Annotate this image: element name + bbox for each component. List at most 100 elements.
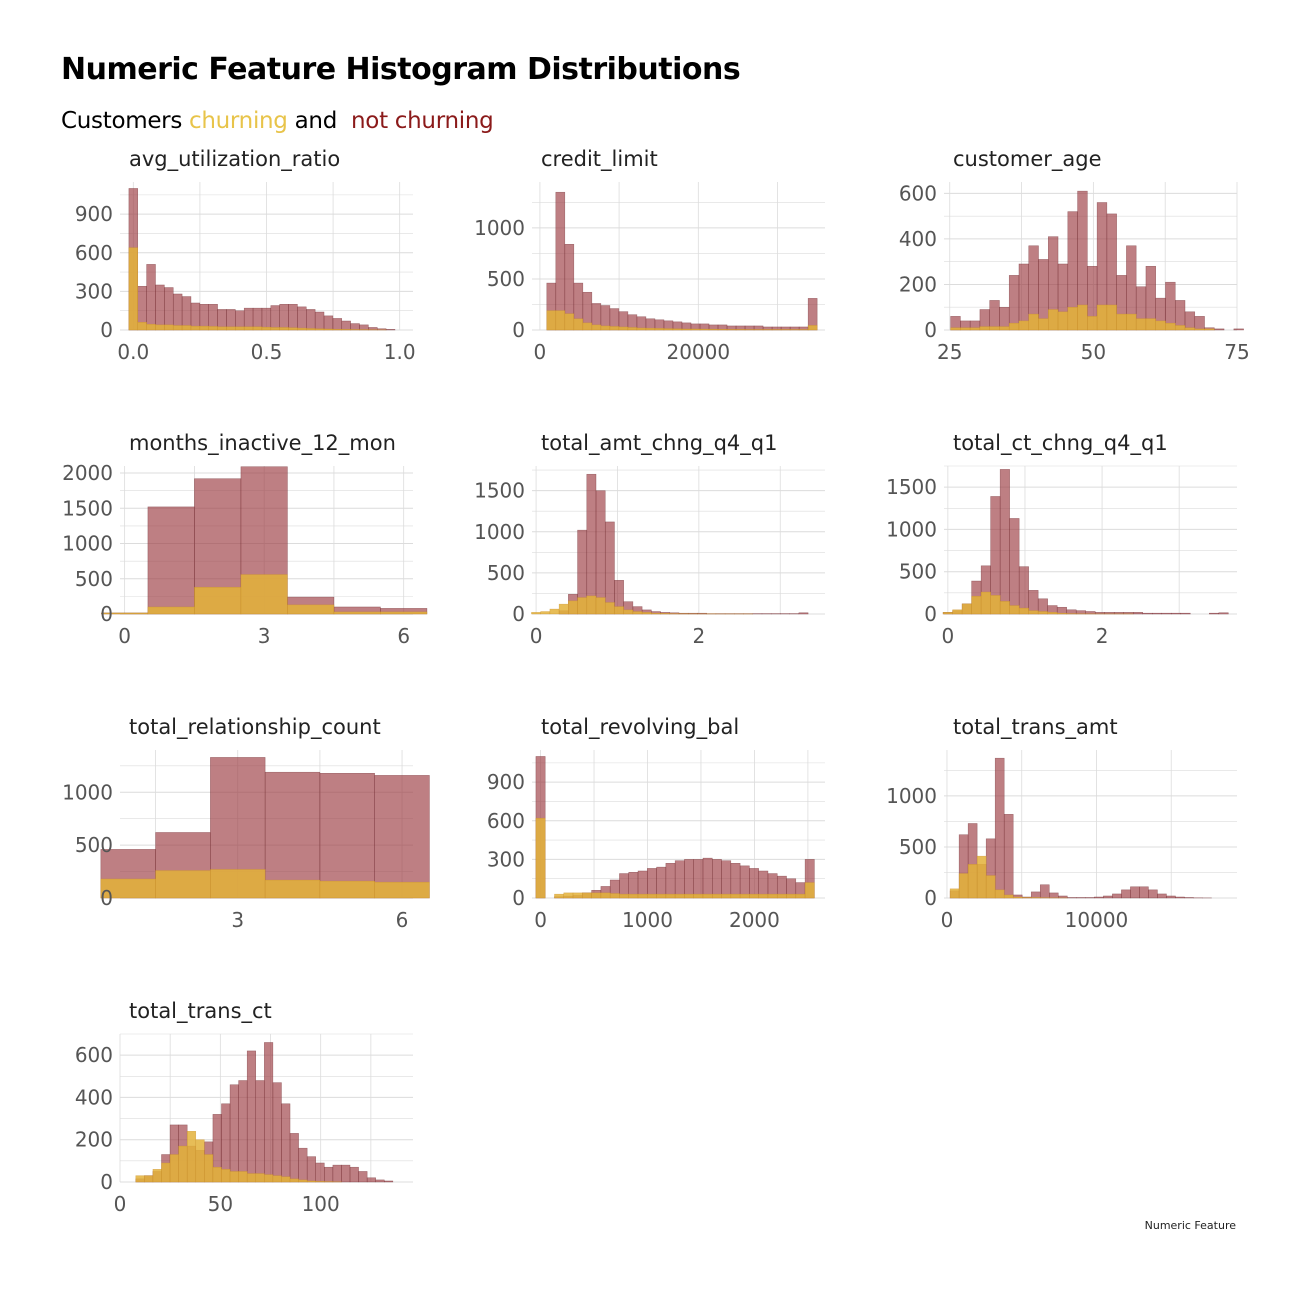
x-tick-label: 2 [692, 624, 705, 648]
bar-not-churning [595, 490, 606, 615]
facet-title: total_relationship_count [129, 715, 381, 740]
bar-not-churning [366, 1177, 376, 1183]
bar-not-churning [1139, 886, 1149, 899]
bar-churning [1135, 318, 1147, 331]
bar-not-churning [332, 1164, 342, 1183]
bar-not-churning [604, 521, 615, 615]
facet-title: avg_utilization_ratio [129, 147, 340, 172]
bar-not-churning [264, 1042, 274, 1183]
bar-not-churning [358, 1171, 368, 1183]
y-tick-label: 900 [75, 202, 113, 226]
y-tick-label: 500 [75, 567, 113, 591]
bar-not-churning [264, 771, 321, 899]
bar-churning [789, 329, 800, 331]
bar-churning [636, 327, 647, 331]
bar-churning [194, 586, 242, 615]
bar-churning [1018, 320, 1029, 331]
bar-churning [577, 597, 588, 615]
bar-not-churning [1018, 263, 1029, 331]
bar-not-churning [246, 1050, 257, 1183]
x-tick-label: 6 [397, 624, 410, 648]
bar-not-churning [1049, 892, 1059, 899]
bar-not-churning [1132, 612, 1144, 615]
bar-churning [264, 879, 321, 899]
bar-not-churning [297, 306, 307, 331]
bar-churning [614, 606, 624, 615]
y-tick-label: 1000 [62, 532, 113, 556]
bar-not-churning [1067, 897, 1077, 899]
bar-not-churning [298, 1147, 308, 1183]
bar-churning [255, 1173, 265, 1183]
bar-churning [758, 893, 769, 899]
y-tick-label: 1500 [886, 475, 937, 499]
bar-churning [591, 324, 602, 331]
bar-churning [210, 869, 266, 899]
bar-not-churning [1039, 884, 1050, 899]
bar-churning [749, 893, 759, 899]
bar-churning [1204, 328, 1215, 331]
facet-total-trans-ct: total_trans_ct 0 200 400 600 0 50 100 [75, 999, 413, 1216]
bar-churning [341, 329, 351, 331]
bar-not-churning [1180, 612, 1191, 615]
bar-not-churning [164, 287, 174, 331]
bar-churning [164, 324, 174, 331]
bar-churning [380, 611, 428, 615]
bar-churning [735, 329, 746, 331]
y-tick-label: 200 [899, 272, 937, 296]
bar-churning [672, 328, 683, 331]
bar-churning [656, 893, 667, 899]
bar-churning [591, 892, 602, 899]
bar-churning [632, 611, 643, 615]
x-tick-label: 2 [1096, 624, 1109, 648]
y-tick-label: 500 [487, 561, 525, 585]
bar-churning [1145, 318, 1156, 331]
bar-churning [1038, 318, 1049, 331]
bar-churning [762, 329, 773, 331]
subtitle-middle: and [287, 108, 352, 134]
bar-not-churning [1184, 897, 1194, 899]
bar-churning [651, 612, 661, 615]
bar-churning [146, 323, 156, 331]
bar-not-churning [702, 857, 713, 899]
bar-churning [161, 1162, 171, 1183]
bar-not-churning [147, 506, 195, 615]
bar-churning [297, 327, 307, 331]
y-tick-label: 500 [487, 267, 525, 291]
bar-churning [619, 893, 629, 899]
y-tick-label: 0 [512, 602, 525, 626]
bar-churning [172, 325, 183, 331]
facet-title: total_ct_chng_q4_q1 [953, 431, 1168, 456]
bar-not-churning [647, 868, 657, 899]
bar-not-churning [359, 324, 369, 331]
y-tick-label: 0 [924, 602, 937, 626]
x-tick-label: 0 [118, 624, 131, 648]
bar-not-churning [712, 859, 722, 899]
bar-churning [600, 325, 611, 331]
x-tick-label: 1.0 [384, 340, 416, 364]
bar-not-churning [1130, 886, 1140, 899]
bar-churning [252, 326, 263, 331]
y-tick-label: 300 [75, 279, 113, 303]
y-tick-label: 0 [512, 886, 525, 910]
legend-churning-label: churning [189, 108, 288, 134]
bar-not-churning [1209, 612, 1220, 615]
chart-title: Numeric Feature Histogram Distributions [61, 52, 741, 87]
bar-churning [572, 892, 583, 899]
bar-churning [1194, 328, 1205, 331]
bar-churning [261, 326, 272, 331]
y-tick-label: 500 [75, 833, 113, 857]
bar-churning [795, 893, 806, 899]
bar-not-churning [288, 304, 298, 331]
bar-churning [1008, 322, 1020, 331]
bar-churning [178, 1145, 188, 1183]
bar-churning [994, 889, 1005, 899]
bar-not-churning [1152, 612, 1163, 615]
bar-churning [573, 318, 584, 331]
bar-churning [721, 893, 732, 899]
bar-churning [967, 864, 978, 899]
bar-churning [1174, 325, 1186, 331]
y-tick-label: 0 [100, 602, 113, 626]
bar-not-churning [238, 1080, 248, 1183]
bar-not-churning [270, 305, 280, 331]
